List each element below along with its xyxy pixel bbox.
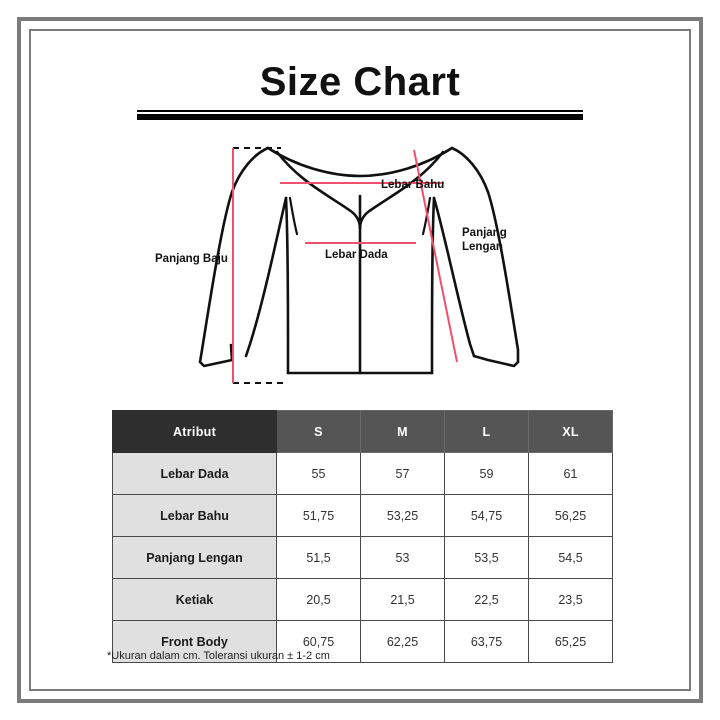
cell-s: 51,75: [276, 494, 361, 537]
table-header-row: Atribut S M L XL: [112, 410, 613, 453]
cell-m: 62,25: [360, 620, 445, 663]
cell-m: 21,5: [360, 578, 445, 621]
cell-s: 55: [276, 452, 361, 495]
table-row: Panjang Lengan 51,5 53 53,5 54,5: [112, 536, 613, 579]
column-header-m: M: [360, 410, 445, 453]
cell-l: 22,5: [444, 578, 529, 621]
column-header-xl: XL: [528, 410, 613, 453]
cell-l: 59: [444, 452, 529, 495]
row-label: Lebar Bahu: [112, 494, 277, 537]
measurement-footnote: *Ukuran dalam cm. Toleransi ukuran ± 1-2…: [107, 650, 330, 662]
diagram-label-lebar-dada: Lebar Dada: [325, 249, 388, 261]
column-header-s: S: [276, 410, 361, 453]
size-table: Atribut S M L XL Lebar Dada 55 57 59 61 …: [112, 410, 613, 663]
cell-xl: 56,25: [528, 494, 613, 537]
row-label: Panjang Lengan: [112, 536, 277, 579]
cell-xl: 61: [528, 452, 613, 495]
diagram-label-lebar-bahu: Lebar Bahu: [381, 179, 445, 191]
decorative-outer-frame: [17, 17, 703, 703]
cell-s: 20,5: [276, 578, 361, 621]
divider-gap: [137, 112, 583, 114]
table-row: Lebar Bahu 51,75 53,25 54,75 56,25: [112, 494, 613, 537]
cell-xl: 23,5: [528, 578, 613, 621]
row-label: Front Body: [112, 620, 277, 663]
table-row: Ketiak 20,5 21,5 22,5 23,5: [112, 578, 613, 621]
table-row: Lebar Dada 55 57 59 61: [112, 452, 613, 495]
divider-thin-line: [137, 110, 583, 112]
decorative-inner-frame: [29, 29, 691, 691]
diagram-label-panjang-lengan: Panjang Lengan: [462, 227, 507, 253]
cell-m: 57: [360, 452, 445, 495]
cell-xl: 54,5: [528, 536, 613, 579]
table-row: Front Body 60,75 62,25 63,75 65,25: [112, 620, 613, 663]
column-header-l: L: [444, 410, 529, 453]
diagram-label-panjang-baju: Panjang Baju: [155, 253, 228, 265]
cell-m: 53,25: [360, 494, 445, 537]
cell-xl: 65,25: [528, 620, 613, 663]
cell-s: 60,75: [276, 620, 361, 663]
cell-m: 53: [360, 536, 445, 579]
title-divider: [137, 110, 583, 120]
cell-l: 54,75: [444, 494, 529, 537]
cell-s: 51,5: [276, 536, 361, 579]
column-header-atribut: Atribut: [112, 410, 277, 453]
cell-l: 63,75: [444, 620, 529, 663]
cell-l: 53,5: [444, 536, 529, 579]
row-label: Ketiak: [112, 578, 277, 621]
row-label: Lebar Dada: [112, 452, 277, 495]
divider-thick-line: [137, 114, 583, 120]
page-title: Size Chart: [259, 60, 461, 104]
